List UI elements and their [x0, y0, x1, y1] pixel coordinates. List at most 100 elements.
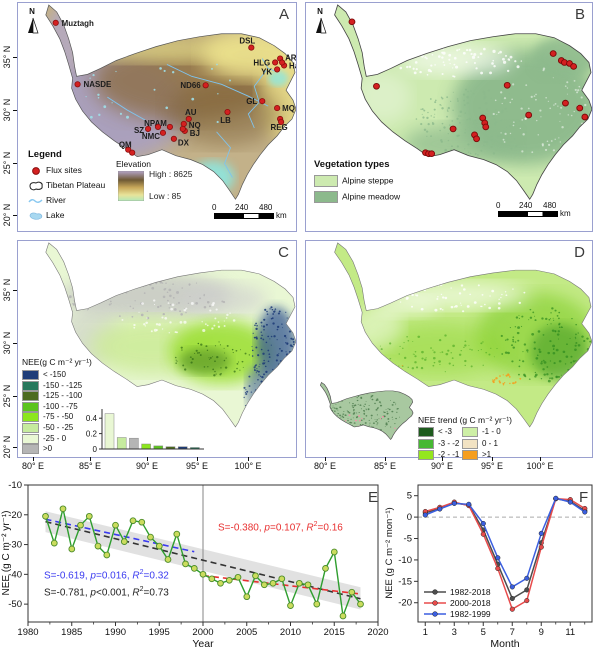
- latitude-tick-label: 20° N: [2, 203, 12, 227]
- plateau-outline: [45, 242, 296, 428]
- panel-d-nee-trend-map: D NEE trend (g C m⁻² yr⁻¹) < -3 -3 - -2 -2…: [305, 240, 593, 460]
- river-icon: [28, 198, 43, 203]
- flux-site-label: DX: [178, 139, 190, 148]
- flux-site-label: SZ: [134, 126, 144, 135]
- longitude-tick: [197, 457, 198, 461]
- legend-c-item-label: -75 - -50: [43, 412, 74, 422]
- annual-nee-marker: [59, 505, 67, 513]
- regression-annotation-1982-2018: S=-0.781, p<0.001, R2=0.73: [44, 586, 169, 599]
- monthly-marker: [553, 495, 559, 501]
- annual-nee-marker: [225, 576, 233, 584]
- flux-site-dot: [449, 125, 457, 133]
- y-tick-label: 0: [407, 512, 412, 523]
- x-axis-label: Month: [490, 638, 519, 650]
- annual-nee-marker: [155, 542, 163, 550]
- y-tick-label: -5: [404, 534, 412, 545]
- legend-b-title: Vegetation types: [314, 159, 390, 170]
- panel-c-nee-map: C NEE(g C m⁻² yr⁻¹) < -150 -150 - -125 -12…: [17, 240, 297, 458]
- legend-a-item-plateau: Tibetan Plateau: [28, 180, 105, 191]
- flux-site-dot: [562, 99, 569, 107]
- latitude-tick: [13, 290, 17, 291]
- legend-d-item: -2 - -1: [418, 450, 459, 460]
- latitude-tick: [13, 110, 17, 111]
- flux-site-dot: [581, 113, 589, 121]
- annual-nee-marker: [287, 602, 294, 609]
- flux-site-dot: [248, 44, 255, 51]
- panel-e-annual-nee-chart: 1980 1985 1990 1995 2000 2005 2010 2015 2020 -10 -…: [0, 480, 400, 650]
- legend-a-title: Legend: [28, 149, 62, 160]
- panel-a-flux-sites-map: Muztagh NASDE ND66 DSL HLG AR YK Haibei GL MQ REG L…: [17, 2, 297, 232]
- longitude-tick: [33, 457, 34, 461]
- annual-nee-marker: [260, 581, 268, 589]
- flux-site-label: Muztagh: [62, 19, 94, 28]
- regression-annotation-2000-2018: S=-0.380, p=0.107, R2=0.16: [218, 521, 343, 534]
- flux-site-dot: [74, 81, 81, 88]
- annual-nee-marker: [112, 521, 119, 529]
- flux-site-dot: [279, 59, 286, 66]
- scale-bar: [214, 213, 274, 219]
- annual-nee-marker: [208, 575, 216, 583]
- longitude-tick-label: 80° E: [21, 461, 45, 471]
- latitude-tick: [13, 447, 17, 448]
- trend-line-2000-2018: [202, 574, 361, 595]
- flux-site-icon: [32, 166, 40, 175]
- x-tick-label: 1985: [61, 627, 82, 638]
- annual-nee-marker: [190, 565, 198, 572]
- x-tick-label: 1980: [17, 627, 38, 638]
- plateau-outline: [334, 4, 592, 201]
- plateau-fill-group: [334, 4, 592, 200]
- annual-nee-marker: [348, 588, 356, 596]
- x-tick-label: 2015: [324, 627, 345, 638]
- panel-b-vegetation-map: B N Vegetation types Alpine steppe Alpine…: [305, 2, 593, 232]
- flux-site-dot: [348, 18, 356, 26]
- flux-site-dot: [129, 149, 136, 156]
- legend-f-item-label: 1982-2018: [450, 587, 491, 597]
- flux-site-label: NMC: [142, 132, 160, 141]
- y-axis-label: NEE (g C m⁻² yr⁻¹): [1, 511, 12, 596]
- histogram-y-tick-label: 0.2: [86, 430, 98, 439]
- flux-site-dot: [274, 105, 281, 112]
- scale-bar-unit: km: [276, 211, 287, 220]
- scale-bar-tick-label: 240: [519, 201, 533, 210]
- panel-d-label: D: [574, 244, 585, 261]
- legend-d-item-label: 0 - 1: [482, 438, 499, 448]
- legend-c-item: -50 - -25: [22, 423, 73, 433]
- x-tick-label: 1: [423, 627, 428, 638]
- latitude-tick-label: 35° N: [2, 278, 12, 302]
- monthly-marker: [538, 544, 544, 550]
- y-tick-label: -10: [398, 555, 412, 566]
- y-tick-label: -50: [8, 599, 22, 610]
- longitude-tick: [325, 457, 326, 461]
- annual-nee-marker: [164, 556, 172, 563]
- legend-d-item-label: -2 - -1: [438, 450, 460, 460]
- x-tick-label: 1995: [149, 627, 170, 638]
- latitude-tick-label: 25° N: [2, 384, 12, 408]
- panel-a-map-svg: Muztagh NASDE ND66 DSL HLG AR YK Haibei GL MQ REG L…: [45, 4, 296, 200]
- y-tick-label: -40: [8, 569, 22, 580]
- monthly-marker: [524, 598, 530, 604]
- histogram-bar: [104, 413, 115, 450]
- latitude-tick: [13, 163, 17, 164]
- monthly-marker: [495, 565, 501, 572]
- annual-nee-marker: [50, 539, 58, 547]
- north-arrow-icon: N: [25, 7, 41, 37]
- regression-annotation-1982-1999: S=-0.619, p=0.016, R2=0.32: [44, 569, 169, 582]
- legend-marker: [432, 611, 438, 617]
- legend-d-item: >1: [462, 450, 491, 460]
- latitude-tick-label: 30° N: [2, 98, 12, 122]
- panel-f-chart-svg: 1 3 5 7 9 11 5 0 -5 -10 -15 -20 Month NEE (g C m⁻² mo…: [385, 484, 593, 650]
- flux-site-label: Haibei: [289, 61, 296, 70]
- legend-c-item-label: -25 - 0: [43, 433, 67, 443]
- legend-c-title: NEE(g C m⁻² yr⁻¹): [22, 357, 92, 367]
- panel-f-letter: F: [579, 489, 588, 506]
- latitude-tick-label: 30° N: [2, 331, 12, 355]
- legend-marker: [432, 589, 438, 595]
- annual-nee-marker: [94, 542, 102, 550]
- longitude-tick: [385, 457, 386, 461]
- latitude-tick: [13, 343, 17, 344]
- flux-site-dot: [224, 108, 231, 116]
- legend-b-item: Alpine meadow: [314, 191, 400, 203]
- longitude-tick-label: 95° E: [185, 461, 209, 471]
- river-line: [216, 131, 233, 178]
- y-tick-label: -30: [8, 540, 22, 551]
